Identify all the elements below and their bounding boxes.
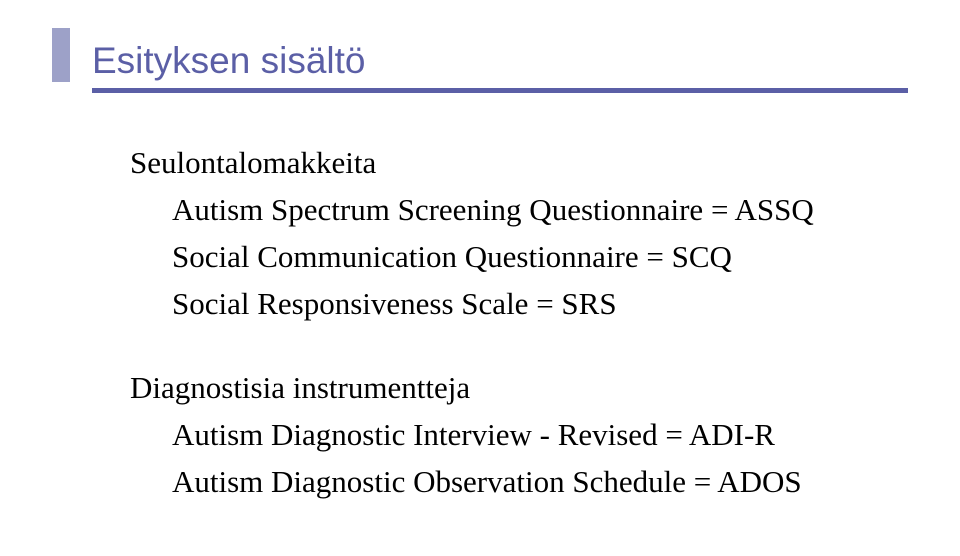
section: Diagnostisia instrumentteja Autism Diagno… <box>130 370 908 500</box>
list-item: Autism Diagnostic Interview - Revised = … <box>130 417 908 453</box>
list-item: Social Communication Questionnaire = SCQ <box>130 239 908 275</box>
slide: Esityksen sisältö Seulontalomakkeita Auti… <box>0 0 960 556</box>
slide-content: Seulontalomakkeita Autism Spectrum Screen… <box>52 93 908 500</box>
horizontal-rule <box>92 88 908 93</box>
rule-gap <box>52 90 92 91</box>
slide-title: Esityksen sisältö <box>92 40 366 82</box>
rule-row <box>52 88 908 93</box>
list-item: Autism Spectrum Screening Questionnaire … <box>130 192 908 228</box>
section-heading: Seulontalomakkeita <box>130 145 908 181</box>
accent-box <box>52 28 70 82</box>
list-item: Social Responsiveness Scale = SRS <box>130 286 908 322</box>
section-heading: Diagnostisia instrumentteja <box>130 370 908 406</box>
list-item: Autism Diagnostic Observation Schedule =… <box>130 464 908 500</box>
title-row: Esityksen sisältö <box>52 28 908 82</box>
section: Seulontalomakkeita Autism Spectrum Screen… <box>130 145 908 322</box>
